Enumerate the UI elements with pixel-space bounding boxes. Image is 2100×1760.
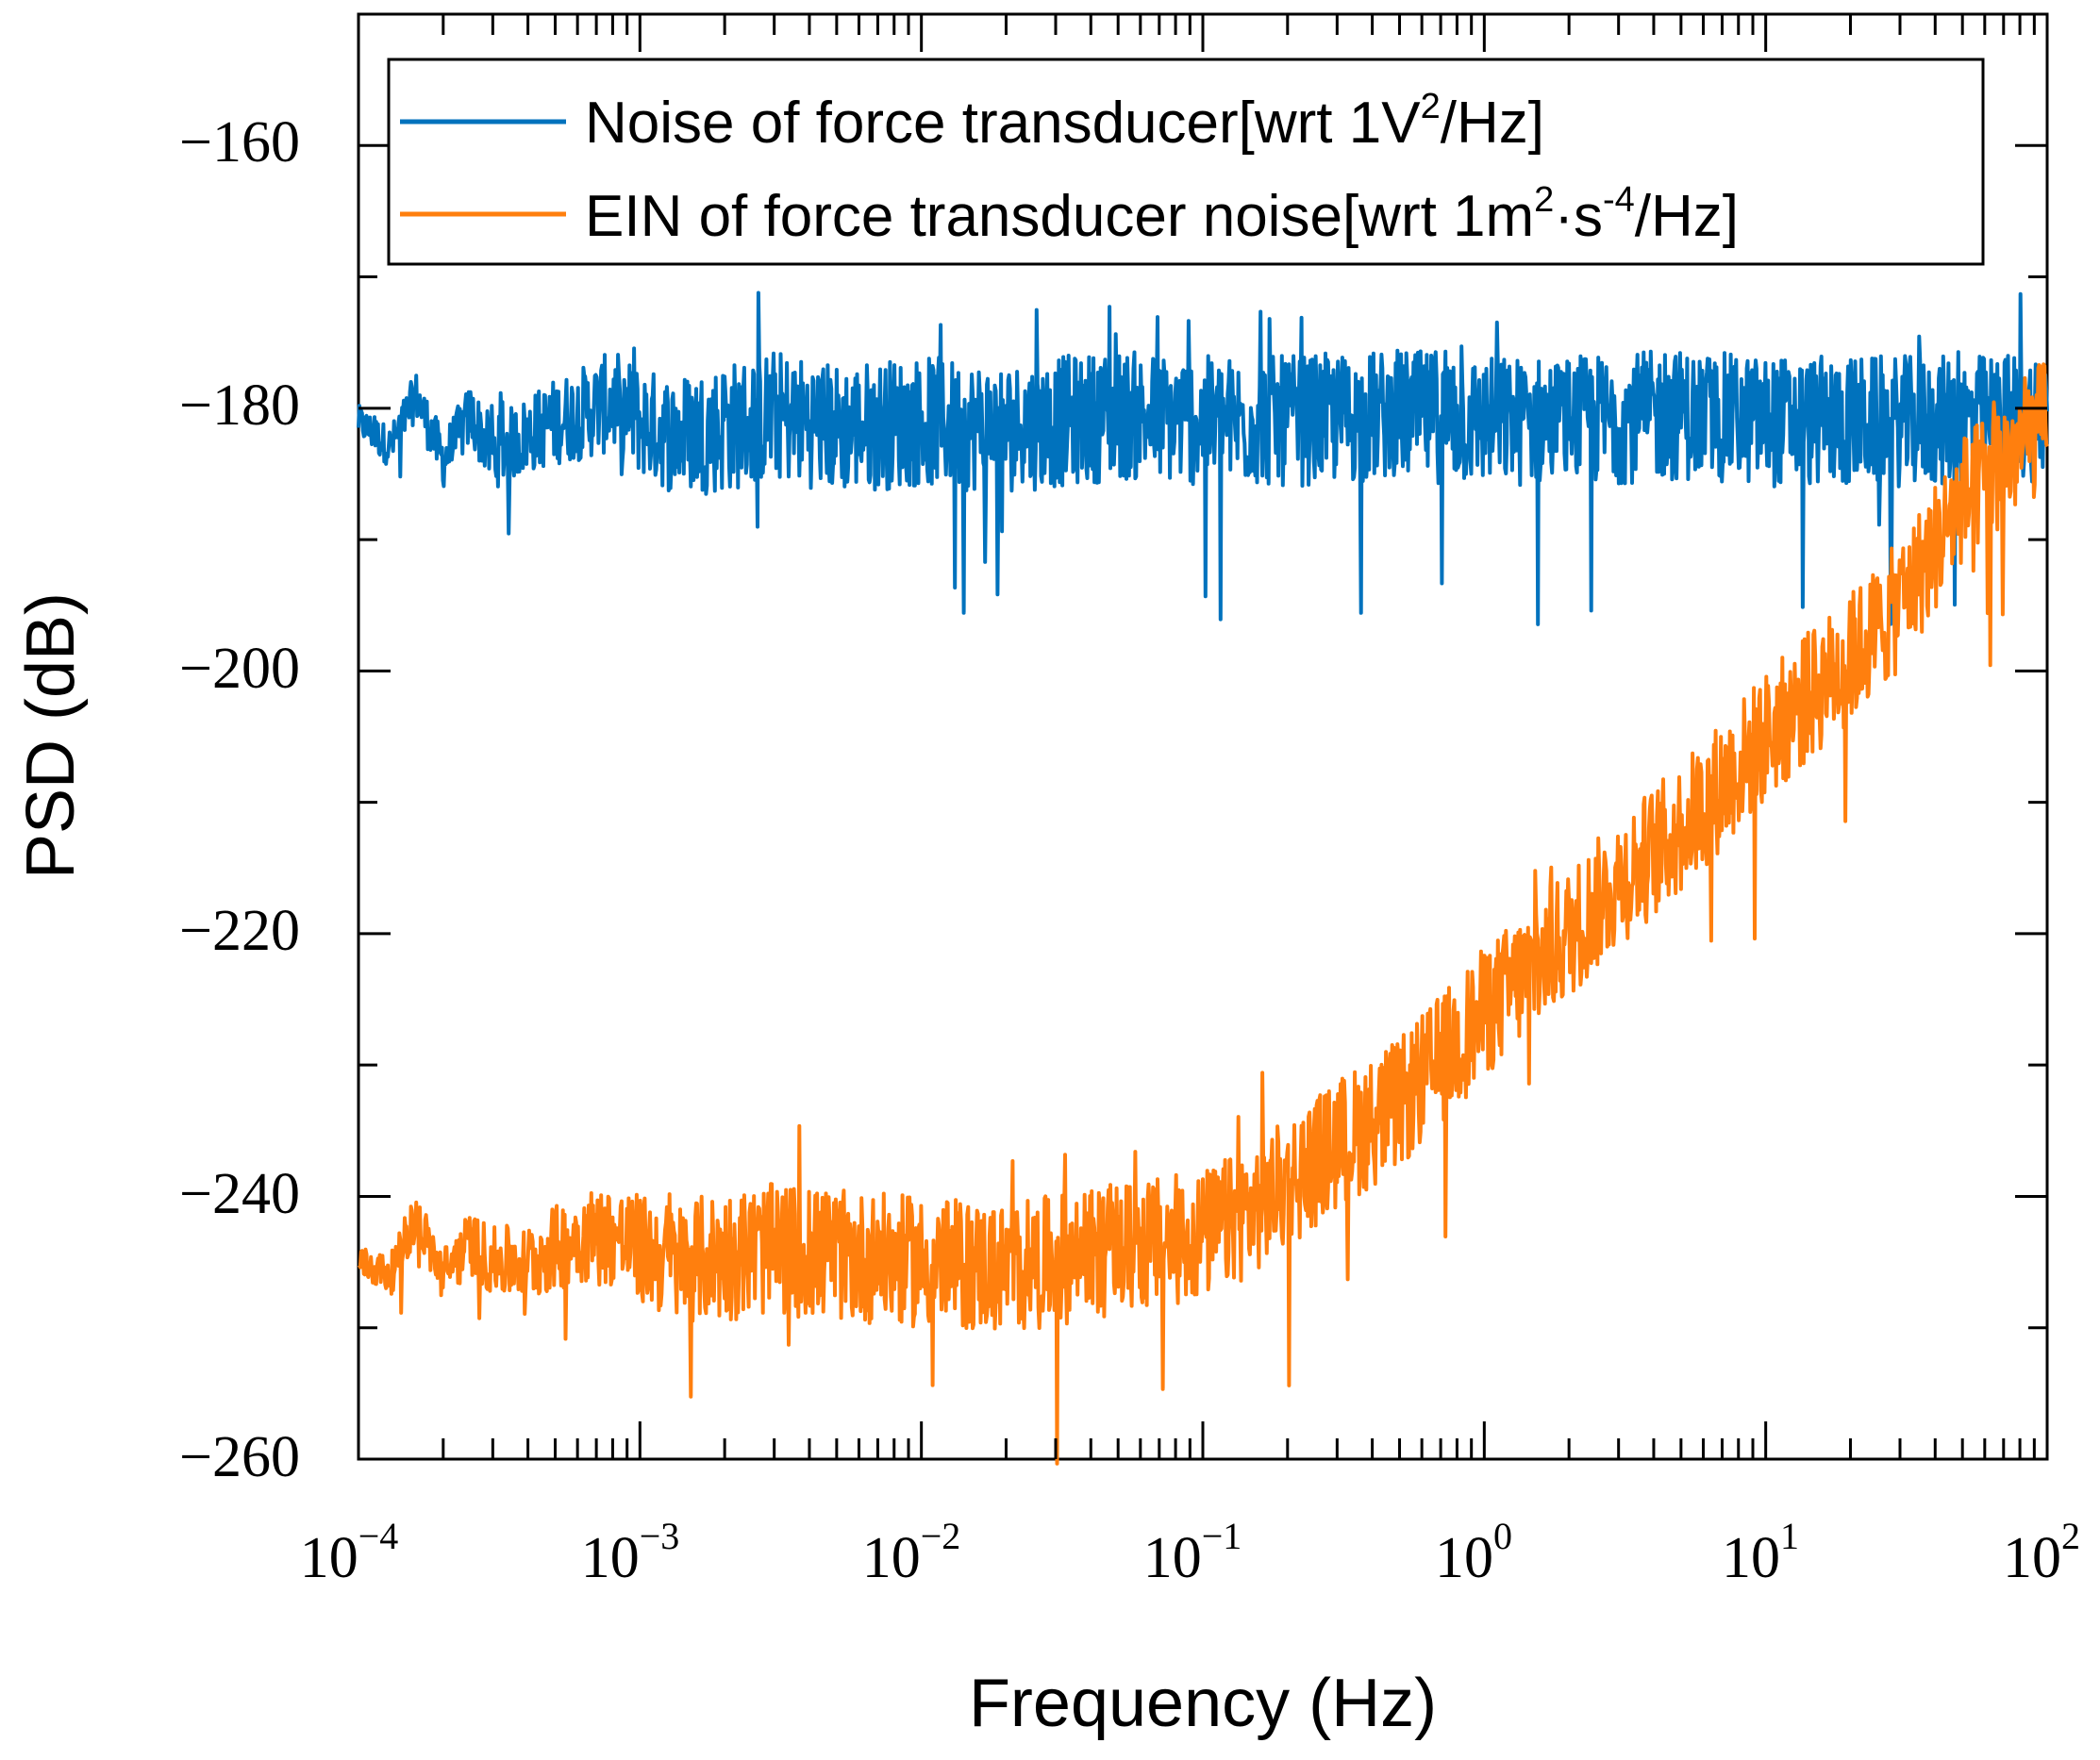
y-tick-label: −260 xyxy=(179,1425,300,1489)
x-tick-label: 10−1 xyxy=(1143,1515,1242,1590)
y-tick-labels: −160 −180 −200 −220 −240 −260 xyxy=(179,110,300,1489)
y-tick-label: −180 xyxy=(179,374,300,438)
legend-box xyxy=(387,58,1985,266)
x-axis-title: Frequency (Hz) xyxy=(969,1666,1437,1741)
x-tick-label: 100 xyxy=(1435,1515,1512,1590)
x-tick-label: 102 xyxy=(2003,1515,2080,1590)
x-tick-label: 101 xyxy=(1722,1515,1799,1590)
plot-area xyxy=(357,12,2049,1466)
y-axis-title: PSD (dB) xyxy=(13,592,89,879)
legend: Noise of force transducer[wrt 1V2/Hz] EI… xyxy=(387,58,1985,266)
legend-label-noise: Noise of force transducer[wrt 1V2/Hz] xyxy=(585,87,1544,156)
tick-marks xyxy=(357,12,2049,1461)
series-ein-line xyxy=(357,362,2049,1466)
y-tick-label: −240 xyxy=(179,1162,300,1226)
x-tick-label: 10−4 xyxy=(300,1515,399,1590)
y-tick-label: −200 xyxy=(179,637,300,701)
series-layer xyxy=(357,291,2049,1466)
x-tick-label: 10−3 xyxy=(581,1515,680,1590)
legend-label-ein: EIN of force transducer noise[wrt 1m2·s-… xyxy=(585,180,1739,249)
x-tick-labels: 10−4 10−3 10−2 10−1 100 101 102 xyxy=(300,1515,2080,1590)
y-tick-label: −160 xyxy=(179,110,300,174)
series-noise-line xyxy=(357,291,2049,626)
x-tick-label: 10−2 xyxy=(862,1515,961,1590)
y-tick-label: −220 xyxy=(179,899,300,963)
